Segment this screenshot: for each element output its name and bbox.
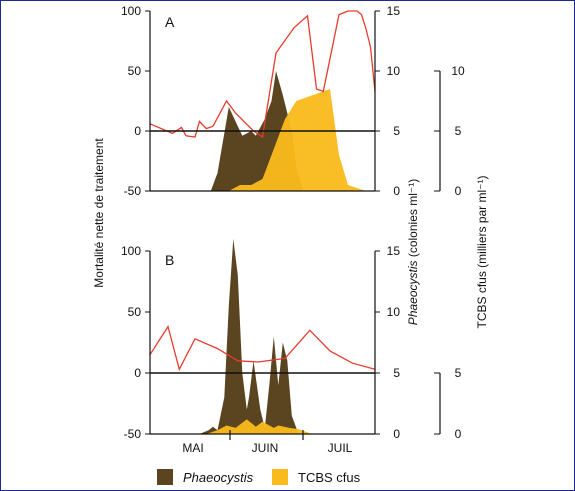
panel-b-left-tick-label: 50 [128, 305, 142, 319]
month-labels: MAI JUIN JUIL [182, 441, 352, 455]
panel-a-tcbs-tick-label: 10 [451, 64, 465, 78]
month-label-juin: JUIN [252, 441, 279, 455]
panel-a-phaeo-tick-label: 0 [393, 184, 400, 198]
panel-a-mortality-line [149, 10, 376, 139]
panel-b-phaeo-tick-label: 15 [387, 244, 401, 258]
panel-b-left-tick-label: -50 [124, 427, 142, 441]
panel-a-phaeo-tick-label: 10 [387, 64, 401, 78]
month-label-juil: JUIL [328, 441, 353, 455]
panel-a-tcbs-tick-label: 5 [455, 124, 462, 138]
panel-a-left-tick-label: -50 [124, 184, 142, 198]
month-label-mai: MAI [182, 441, 203, 455]
legend-swatch-tcbs [272, 469, 288, 485]
tcbs-axis-title: TCBS cfus (milliers par ml⁻¹) [475, 175, 489, 328]
phaeocystis-axis-title-unit: (colonies ml⁻¹) [406, 179, 420, 261]
panel-b-phaeo-tick-label: 5 [393, 366, 400, 380]
panel-a-phaeo-tick-label: 15 [387, 4, 401, 18]
panel-b-left-tick-label: 100 [121, 244, 141, 258]
panel-a-phaeo-tick-label: 5 [393, 124, 400, 138]
left-axis-title: Mortalité nette de traitement [92, 138, 106, 288]
panel-b-mortality-line [149, 325, 376, 372]
panel-a-tcbs-tick-label: 0 [455, 184, 462, 198]
panel-a-left-tick-label: 100 [121, 4, 141, 18]
panel-b-tcbs-tick-label: 5 [455, 366, 462, 380]
panel-b-phaeo-tick-label: 10 [387, 305, 401, 319]
panel-b-tcbs-tick-label: 0 [455, 427, 462, 441]
phaeocystis-axis-title-italic: Phaeocystis [406, 260, 420, 325]
panel-b-letter: B [165, 252, 174, 268]
panel-b-tcbs-cfus-area [206, 419, 312, 434]
legend-label-tcbs: TCBS cfus [298, 470, 361, 485]
panel-a-left-tick-label: 0 [134, 124, 141, 138]
panel-a-letter: A [165, 14, 175, 30]
legend-label-phaeocystis: Phaeocystis [183, 470, 254, 485]
legend-swatch-phaeocystis [157, 469, 173, 485]
panel-b-phaeo-tick-label: 0 [393, 427, 400, 441]
panel-b-phaeocystis-area [199, 238, 299, 434]
legend: Phaeocystis TCBS cfus [157, 469, 361, 485]
panel-b-left-tick-label: 0 [134, 366, 141, 380]
panel-a-left-tick-label: 50 [128, 64, 142, 78]
panel-a-tcbs-cfus-area [228, 89, 366, 191]
phaeocystis-axis-title: Phaeocystis (colonies ml⁻¹) [406, 179, 420, 325]
